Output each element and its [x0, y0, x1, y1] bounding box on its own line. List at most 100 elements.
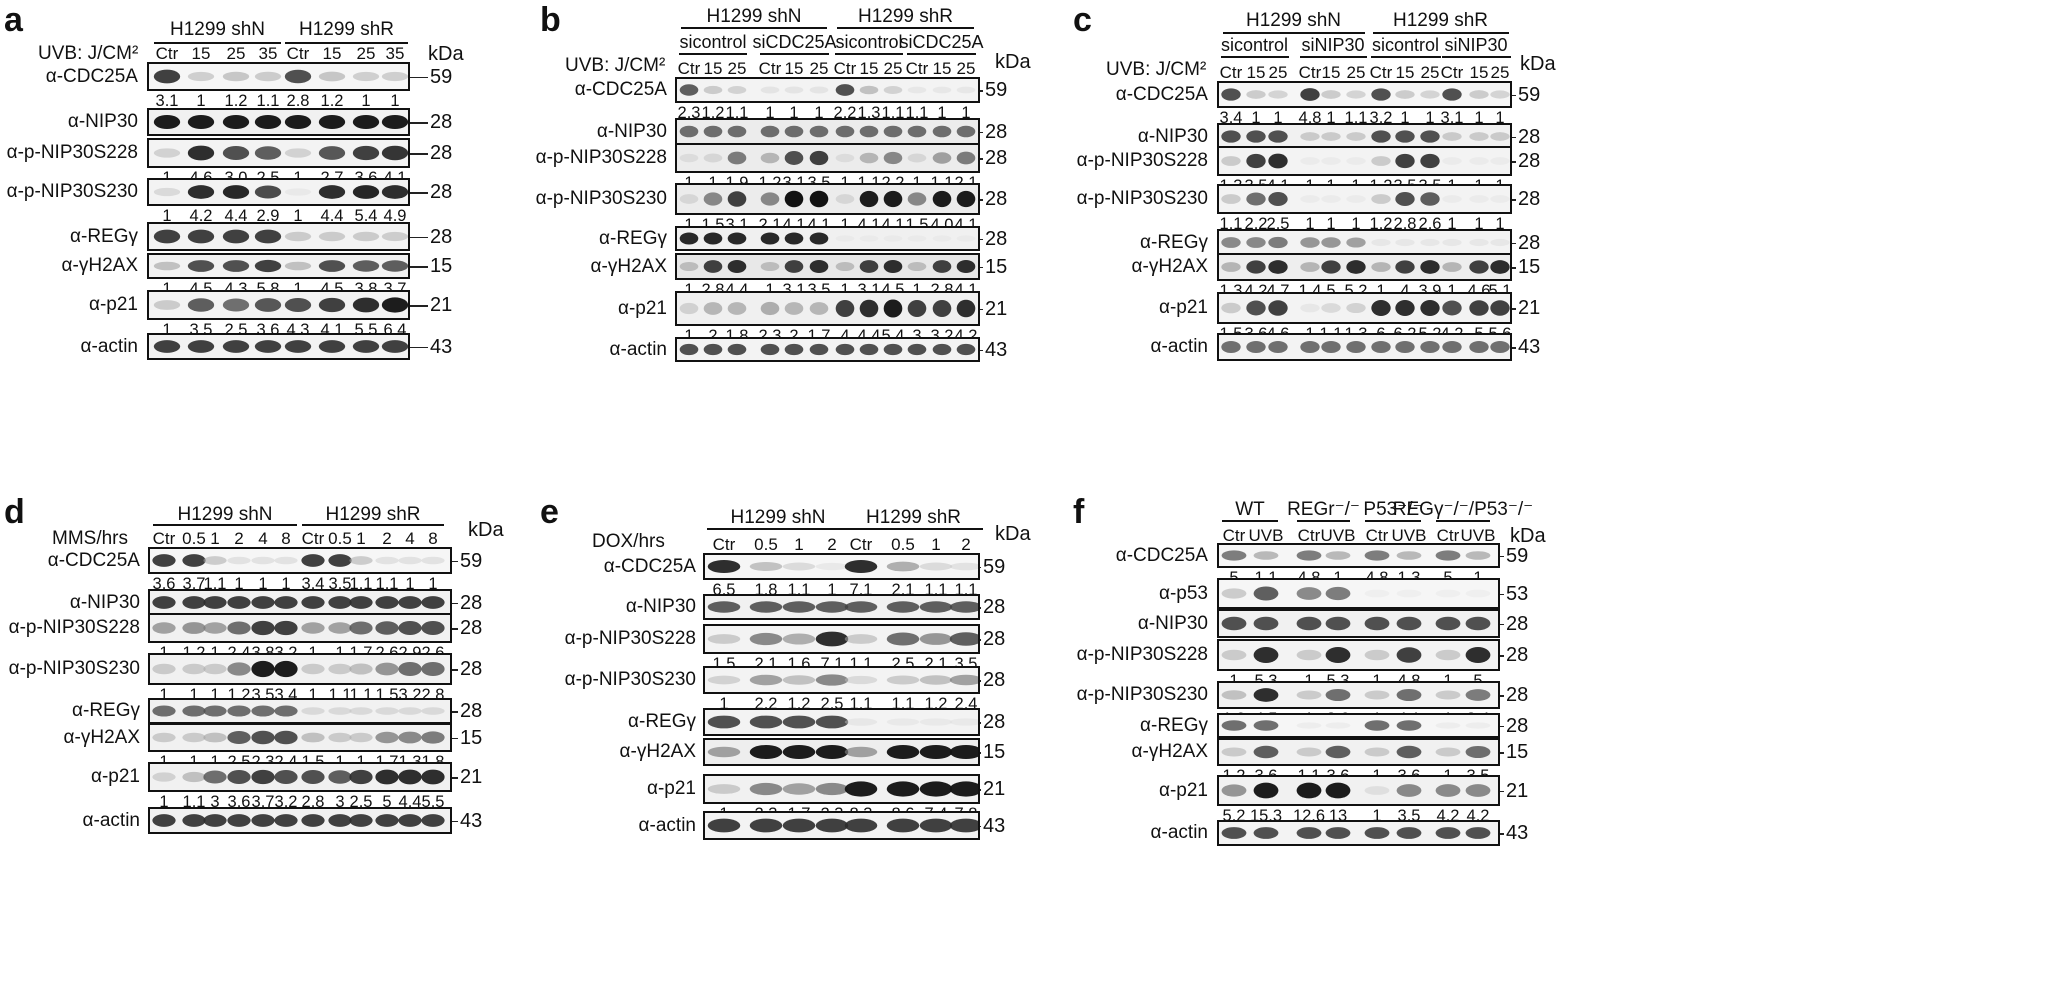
blot-bands [1221, 236, 1510, 249]
densitometry-value: 1 [789, 104, 799, 122]
antibody-label: α-p-NIP30S228 [8, 617, 140, 638]
protein-band [727, 232, 747, 245]
protein-band [349, 621, 373, 635]
blot-bands [679, 232, 976, 245]
densitometry-value: 2.5 [1266, 215, 1290, 233]
protein-band [727, 191, 747, 207]
protein-band [907, 125, 927, 138]
protein-band [375, 769, 399, 785]
protein-band [956, 125, 976, 138]
antibody-label: α-p21 [646, 778, 696, 799]
blot-strip [147, 62, 410, 91]
protein-band [956, 299, 976, 318]
lane-label: Ctr [155, 44, 179, 63]
group-label: REGγ⁻/⁻/P53⁻/⁻ [1392, 499, 1534, 520]
densitometry-value: 2.3 [677, 104, 701, 122]
protein-band [227, 621, 251, 635]
blot-strip [148, 547, 452, 574]
protein-band [328, 554, 352, 567]
protein-band [1435, 589, 1461, 598]
protein-band [1221, 550, 1247, 561]
blot-strip [148, 653, 452, 685]
protein-band [703, 302, 723, 315]
protein-band [1321, 157, 1341, 165]
protein-band [1364, 786, 1390, 795]
group-label: H1299 shR [857, 6, 954, 27]
blot-bands [1221, 647, 1491, 663]
group-bracket-line [1297, 520, 1350, 522]
protein-band [1371, 238, 1391, 247]
protein-band [886, 675, 920, 685]
protein-band [284, 188, 312, 196]
densitometry-value: 2.6 [1418, 215, 1442, 233]
densitometry-value: 1 [961, 104, 971, 122]
molecular-weight-label: 59 [985, 79, 1008, 101]
protein-band [883, 299, 903, 318]
mw-tick [1500, 695, 1504, 697]
blot-strip [1217, 738, 1500, 766]
protein-band [187, 71, 215, 82]
protein-band [1469, 300, 1489, 316]
densitometry-value: 5.4 [354, 207, 378, 225]
densitometry-value: 1 [1326, 109, 1336, 127]
protein-band [1221, 194, 1241, 204]
protein-band [1300, 303, 1320, 313]
protein-band [301, 554, 325, 567]
group-bracket-line [1222, 32, 1365, 34]
densitometry-value: 1 [1474, 109, 1484, 127]
mw-tick [1500, 833, 1504, 835]
protein-band [227, 556, 251, 565]
protein-band [1296, 550, 1322, 561]
protein-band [1395, 340, 1415, 354]
protein-band [1321, 237, 1341, 248]
protein-band [1395, 192, 1415, 206]
lane-label: 25 [883, 59, 903, 78]
mw-tick [980, 639, 981, 641]
densitometry-value: 1 [1372, 807, 1382, 825]
molecular-weight-label: 28 [1518, 231, 1541, 254]
antibody-label: α-actin [80, 335, 138, 357]
protein-band [815, 601, 849, 613]
blot-bands [679, 190, 976, 208]
panel-letter: d [4, 493, 25, 531]
protein-band [703, 260, 723, 273]
protein-band [1300, 237, 1320, 248]
protein-band [1300, 157, 1320, 165]
blot-bands [1221, 586, 1491, 601]
protein-band [949, 718, 978, 726]
protein-band [1435, 747, 1461, 757]
antibody-label: α-γH2AX [619, 741, 696, 762]
protein-band [749, 561, 783, 572]
protein-band [251, 660, 275, 678]
protein-band [1300, 340, 1320, 354]
protein-band [886, 561, 920, 572]
blot-strip [1217, 253, 1512, 281]
protein-band [328, 732, 352, 743]
blot-bands [679, 299, 976, 318]
protein-band [919, 744, 953, 760]
protein-band [835, 84, 855, 96]
subgroup-label: sicontrol [835, 32, 903, 52]
protein-band [152, 772, 176, 782]
blot-bands [153, 145, 408, 161]
protein-band [274, 814, 298, 827]
protein-band [1300, 88, 1320, 101]
blot-strip [1217, 681, 1500, 709]
blot-strip [1217, 543, 1500, 568]
protein-band [949, 781, 978, 797]
protein-band [381, 340, 408, 353]
protein-band [707, 818, 741, 833]
protein-band [760, 152, 780, 164]
protein-band [251, 620, 275, 636]
densitometry-value: 1.1 [1344, 109, 1368, 127]
densitometry-value: 3.4 [301, 575, 325, 593]
densitometry-value: 1 [405, 575, 415, 593]
lane-label: 35 [258, 44, 278, 63]
protein-band [919, 781, 953, 797]
protein-band [707, 675, 741, 685]
protein-band [907, 235, 927, 242]
group-bracket-line [1436, 520, 1490, 522]
lane-label: 1 [210, 529, 220, 548]
blot-strip [1217, 713, 1500, 738]
